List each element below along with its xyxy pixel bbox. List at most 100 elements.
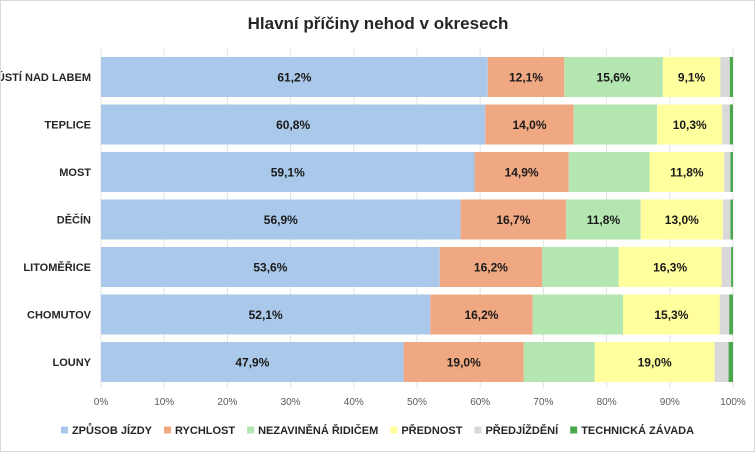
data-label: 11,8% (670, 166, 704, 180)
bar-segment (403, 342, 524, 382)
x-tick-label: 10% (154, 397, 174, 408)
category-label: LITOMĚŘICE (23, 261, 91, 274)
category-label: DĚČÍN (57, 214, 91, 227)
bar-segment (623, 294, 720, 335)
x-tick-label: 50% (407, 397, 427, 408)
category-label: TEPLICE (45, 120, 91, 132)
x-tick-label: 0% (94, 397, 109, 408)
category-label: LOUNY (53, 357, 92, 369)
legend-label: PŘEDJÍŽDĚNÍ (485, 424, 559, 437)
bar-segment (730, 199, 733, 240)
bar-segment (719, 294, 730, 335)
data-label: 14,0% (512, 118, 546, 132)
data-label: 52,1% (249, 308, 283, 322)
bar-segment (101, 294, 431, 335)
data-label: 53,6% (253, 261, 287, 275)
bar-segment (721, 247, 732, 287)
bar-segment (640, 199, 723, 240)
legend-swatch (60, 426, 68, 434)
data-label: 9,1% (678, 71, 706, 85)
bar-segment (101, 247, 440, 287)
bar-segment (731, 247, 733, 287)
data-label: 11,8% (587, 213, 621, 227)
bar-segment (564, 57, 663, 97)
legend-swatch (390, 426, 398, 434)
x-tick-label: 60% (470, 397, 490, 408)
bar-segment (460, 199, 567, 240)
legend-swatch (474, 426, 482, 434)
category-label: MOST (59, 167, 91, 179)
bar-segment (566, 199, 641, 240)
data-label: 60,8% (276, 118, 310, 132)
bar-segment (722, 199, 731, 240)
data-label: 16,2% (464, 308, 498, 322)
x-tick-label: 70% (533, 397, 553, 408)
bar-segment (101, 342, 404, 382)
bar-segment (730, 152, 733, 192)
data-label: 10,3% (673, 118, 707, 132)
data-label: 16,7% (496, 213, 530, 227)
bar-segment (729, 104, 733, 145)
x-tick-label: 20% (217, 397, 237, 408)
bar-segment (728, 342, 733, 382)
legend: ZPŮSOB JÍZDY RYCHLOST NEZAVINĚNÁ ŘIDIČEM PŘ… (60, 423, 694, 437)
legend-label: RYCHLOST (175, 425, 235, 437)
data-label: 13,0% (665, 213, 699, 227)
bar-segment (101, 199, 461, 240)
bar-segment (485, 104, 574, 145)
data-label: 12,1% (509, 71, 543, 85)
data-label: 15,3% (654, 308, 688, 322)
data-label: 56,9% (264, 213, 298, 227)
x-tick-label: 80% (597, 397, 617, 408)
category-label: ÚSTÍ NAD LABEM (1, 71, 91, 84)
data-label: 14,9% (505, 166, 539, 180)
category-labels: ÚSTÍ NAD LABEM TEPLICE MOST DĚČÍN LITOMĚŘICE… (1, 71, 92, 369)
bar-segment (101, 152, 475, 192)
bar-segment (724, 152, 731, 192)
bar-segment (729, 57, 733, 97)
bars: 61,2% 12,1% 15,6% 9,1% 60,8% 14,0% 10,3% 59,1% 1… (101, 57, 733, 382)
data-label: 19,0% (638, 356, 672, 370)
x-tick-label: 100% (720, 397, 746, 408)
x-tick-label: 30% (281, 397, 301, 408)
chart-title: Hlavní příčiny nehod v okresech (248, 14, 509, 33)
bar-segment (532, 294, 624, 335)
category-label: CHOMUTOV (27, 310, 92, 322)
bar-segment (618, 247, 722, 287)
x-tick-label: 90% (660, 397, 680, 408)
bar-segment (649, 152, 725, 192)
data-label: 61,2% (277, 71, 311, 85)
data-label: 16,3% (653, 261, 687, 275)
bar-segment (523, 342, 595, 382)
legend-swatch (247, 426, 255, 434)
bar-segment (568, 152, 650, 192)
x-axis-ticks: 0% 10% 20% 30% 40% 50% 60% 70% 80% 90% 100% (94, 397, 746, 408)
legend-label: NEZAVINĚNÁ ŘIDIČEM (258, 424, 378, 437)
bar-segment (720, 57, 730, 97)
x-tick-label: 40% (344, 397, 364, 408)
data-label: 15,6% (597, 71, 631, 85)
bar-segment (101, 57, 488, 97)
bar-segment (714, 342, 729, 382)
bar-segment (430, 294, 533, 335)
legend-label: ZPŮSOB JÍZDY (72, 423, 153, 437)
bar-segment (474, 152, 569, 192)
bar-segment (657, 104, 723, 145)
bar-segment (729, 294, 733, 335)
bar-segment (101, 104, 486, 145)
bar-segment (722, 104, 730, 145)
data-label: 59,1% (271, 166, 305, 180)
data-label: 47,9% (235, 356, 269, 370)
bar-segment (662, 57, 721, 97)
data-label: 16,2% (474, 261, 508, 275)
bar-segment (594, 342, 715, 382)
legend-swatch (164, 426, 172, 434)
bar-segment (487, 57, 565, 97)
bar-segment (439, 247, 543, 287)
bar-segment (573, 104, 658, 145)
data-label: 19,0% (447, 356, 481, 370)
bar-segment (542, 247, 619, 287)
legend-swatch (570, 426, 578, 434)
